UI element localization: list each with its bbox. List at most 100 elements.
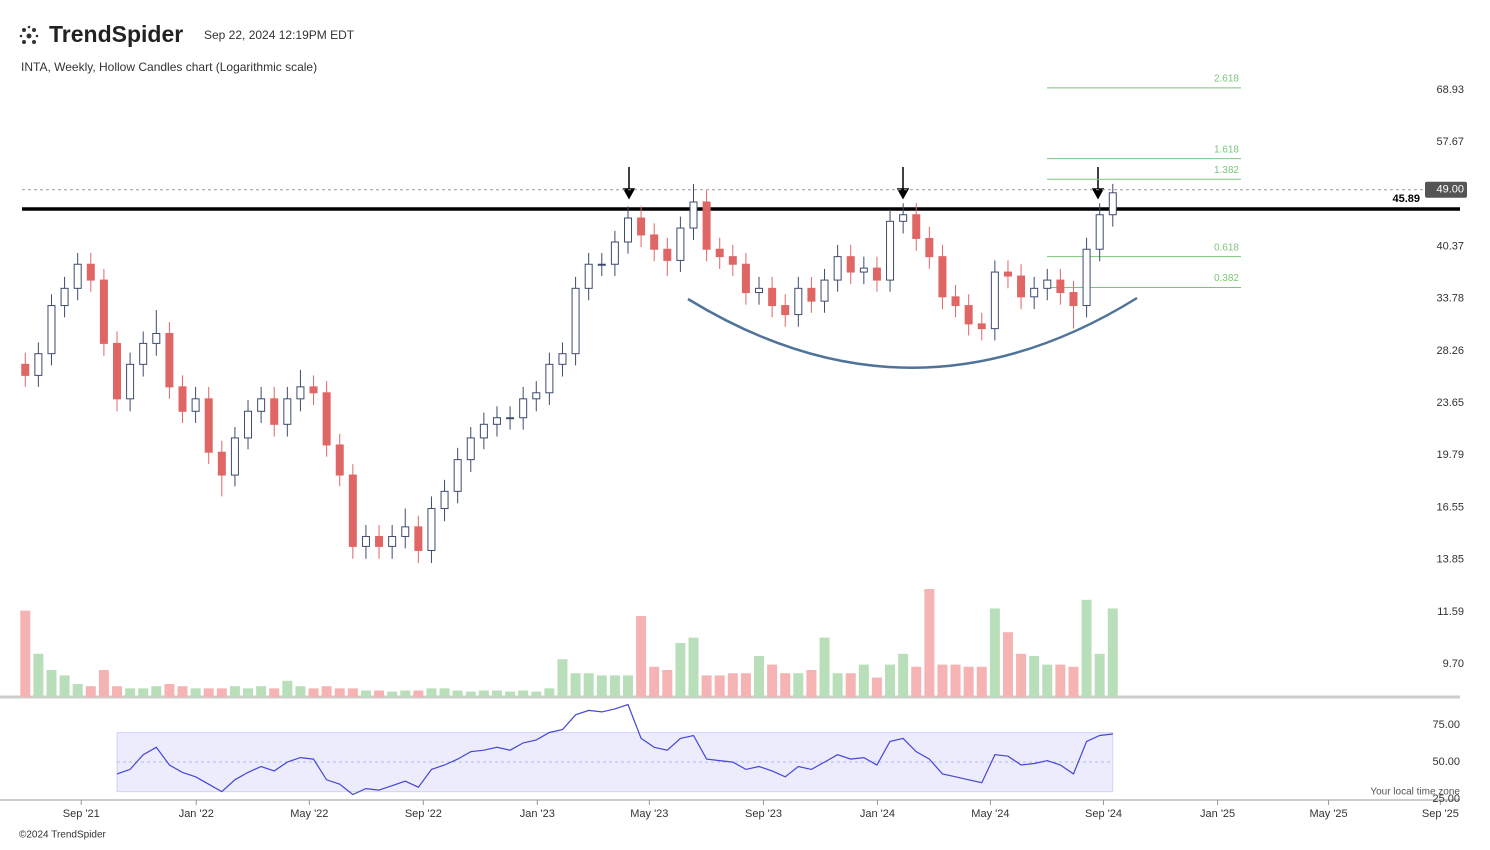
candle-body bbox=[558, 353, 567, 365]
volume-bar bbox=[20, 610, 31, 697]
candle-body bbox=[1003, 271, 1012, 277]
volume-bar bbox=[544, 688, 555, 697]
candle-body bbox=[689, 201, 698, 229]
volume-bar bbox=[819, 637, 830, 697]
x-tick-label: Sep '23 bbox=[745, 808, 782, 820]
candle-body bbox=[794, 287, 803, 316]
candle-body bbox=[73, 263, 82, 289]
volume-bar bbox=[46, 670, 57, 697]
volume-bar bbox=[33, 653, 44, 697]
volume-bar bbox=[1002, 632, 1013, 697]
volume-bar bbox=[1029, 655, 1040, 697]
candle-body bbox=[1108, 192, 1117, 216]
candle-body bbox=[728, 256, 737, 265]
candle-body bbox=[427, 508, 436, 551]
x-tick-label: Sep '24 bbox=[1085, 808, 1122, 820]
candle-body bbox=[506, 417, 515, 420]
candle-body bbox=[86, 263, 95, 281]
volume-bar bbox=[243, 688, 254, 697]
candle-body bbox=[204, 398, 213, 453]
candle-body bbox=[165, 332, 174, 388]
candle-body bbox=[296, 386, 305, 400]
candle-body bbox=[912, 214, 921, 239]
rsi-line bbox=[116, 703, 1113, 796]
volume-bar bbox=[138, 688, 149, 697]
candle-body bbox=[990, 271, 999, 330]
volume-bar bbox=[203, 688, 214, 697]
volume-bar bbox=[832, 673, 843, 697]
candle-body bbox=[401, 526, 410, 537]
rsi-band bbox=[116, 732, 1114, 793]
volume-bar bbox=[125, 688, 136, 697]
candle-body bbox=[964, 305, 973, 325]
candle-body bbox=[741, 263, 750, 294]
candle-body bbox=[623, 217, 632, 243]
volume-bar bbox=[937, 664, 948, 697]
volume-bar bbox=[347, 688, 358, 697]
candle-body bbox=[597, 263, 606, 266]
volume-bar bbox=[334, 688, 345, 697]
candle-body bbox=[584, 263, 593, 289]
candle-body bbox=[466, 437, 475, 461]
x-tick-label: Jan '23 bbox=[520, 808, 555, 820]
candle-body bbox=[663, 248, 672, 261]
volume-bar bbox=[1107, 608, 1118, 697]
volume-bar bbox=[898, 653, 909, 697]
candle-body bbox=[872, 267, 881, 281]
candle-body bbox=[807, 287, 816, 302]
volume-bar bbox=[111, 686, 122, 697]
candle-body bbox=[322, 392, 331, 446]
volume-bar bbox=[282, 680, 293, 697]
x-tick-label: Sep '25 bbox=[1422, 808, 1459, 820]
volume-bar bbox=[465, 691, 476, 697]
candle-body bbox=[414, 526, 423, 551]
volume-bar bbox=[1094, 653, 1105, 697]
fib-label: 1.382 bbox=[1214, 165, 1239, 176]
volume-bar bbox=[1055, 664, 1066, 697]
volume-bar bbox=[845, 673, 856, 697]
candle-body bbox=[178, 386, 187, 412]
candle-body bbox=[637, 217, 646, 236]
volume-bar bbox=[190, 688, 201, 697]
volume-bar bbox=[518, 690, 529, 697]
volume-bar bbox=[164, 684, 175, 697]
y-tick-label: 11.59 bbox=[1437, 606, 1464, 618]
y-tick-label: 40.37 bbox=[1436, 240, 1464, 252]
volume-bar bbox=[754, 655, 765, 697]
fib-label: 2.618 bbox=[1214, 74, 1239, 85]
y-tick-label: 68.93 bbox=[1436, 84, 1464, 96]
candle-body bbox=[217, 451, 226, 476]
candle-body bbox=[938, 256, 947, 298]
candle-body bbox=[977, 323, 986, 330]
volume-bar bbox=[400, 690, 411, 697]
logo-icon bbox=[19, 25, 39, 44]
fib-label: 0.618 bbox=[1214, 242, 1239, 253]
candle-body bbox=[1043, 279, 1052, 289]
candle-body bbox=[886, 220, 895, 281]
volume-bar bbox=[858, 664, 869, 697]
volume-bar bbox=[72, 684, 83, 697]
rsi-tick-label: 50.00 bbox=[1432, 756, 1460, 768]
candle-body bbox=[270, 398, 279, 425]
candle-body bbox=[1030, 287, 1039, 298]
volume-bar bbox=[295, 686, 306, 697]
y-tick-label: 28.26 bbox=[1436, 345, 1464, 357]
candle-body bbox=[702, 201, 711, 250]
candle-body bbox=[139, 342, 148, 365]
volume-bar bbox=[636, 616, 647, 697]
y-tick-label: 16.55 bbox=[1436, 502, 1464, 514]
x-tick-label: May '24 bbox=[971, 808, 1009, 820]
candle-body bbox=[899, 214, 908, 222]
cup-curve bbox=[687, 296, 1138, 369]
candle-body bbox=[755, 287, 764, 294]
volume-bar bbox=[1068, 666, 1079, 697]
candle-body bbox=[60, 287, 69, 307]
volume-bar bbox=[688, 637, 699, 697]
y-tick-label: 57.67 bbox=[1436, 136, 1464, 148]
candle-body bbox=[715, 248, 724, 258]
volume-bar bbox=[531, 691, 542, 697]
volume-bar bbox=[780, 673, 791, 697]
candle-body bbox=[1095, 214, 1104, 250]
volume-bar bbox=[491, 690, 502, 697]
